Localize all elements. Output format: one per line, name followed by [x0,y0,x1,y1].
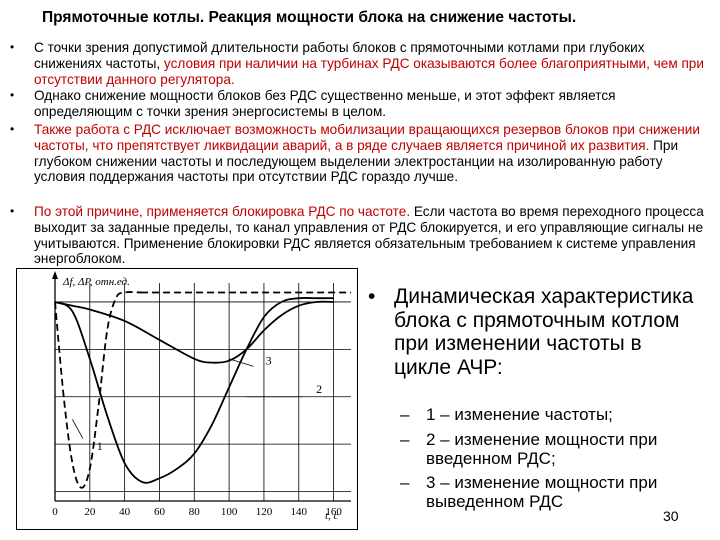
x-tick-label: 100 [221,506,238,518]
bullet-text-highlight: условия при наличии на турбинах РДС оказ… [34,55,704,87]
bullet-dot: • [10,204,15,218]
legend-dash: – [400,473,410,492]
x-tick-label: 60 [154,506,166,518]
x-tick-label: 80 [189,506,201,518]
bullet-text-highlight: Также работа с РДС исключает возможность… [34,122,700,153]
characteristic-chart: 1 2 3 0 20 40 60 80 100 120 140 160 Δf, ΔP, отн.ед… [52,271,351,522]
series-label: 3 [266,354,272,368]
slide-title: Прямоточные котлы. Реакция мощности блок… [42,9,577,26]
x-tick-label: 160 [325,506,342,518]
bullet-dot: • [10,88,15,102]
legend-dash: – [400,405,410,424]
legend-item-text: 1 – изменение частоты; [426,405,613,424]
x-tick-label: 0 [52,506,58,518]
chart-x-axis-label: t, с [325,510,339,522]
y-axis-arrow [52,271,58,279]
series-label: 1 [97,439,103,453]
bullet-text: По этой причине, применяется блокировка … [34,204,710,267]
bullet-text-plain: Если частота во время переходного процес… [34,204,704,267]
chart-y-axis-label: Δf, ΔP, отн.ед. [62,276,130,288]
bullet-text-plain: Однако снижение мощности блоков без РДС … [34,88,616,119]
series-label-leader [72,419,84,439]
x-tick-label: 20 [84,506,96,518]
legend-dash: – [400,430,410,449]
series-line-2 [54,296,334,484]
legend-item-text: 3 – изменение мощности при выведенном РД… [426,473,658,511]
chart-frame: 1 2 3 0 20 40 60 80 100 120 140 160 Δf, ΔP, отн.ед… [16,268,358,530]
legend-item-text: 2 – изменение мощности при введенном РДС… [426,430,658,468]
bullet-text: Однако снижение мощности блоков без РДС … [34,88,710,120]
chart-axes [52,271,351,502]
series-label-leader [228,358,254,367]
x-tick-label: 40 [119,506,131,518]
bullet-text: С точки зрения допустимой длительности р… [34,40,710,87]
chart-x-ticks: 0 20 40 60 80 100 120 140 160 [52,506,342,518]
page-number: 30 [663,508,679,524]
caption-bullet: • [368,285,376,308]
bullet-text-highlight: По этой причине, применяется блокировка … [34,204,411,219]
series-line-3 [54,300,334,364]
bullet-text-plain: С точки зрения допустимой длительности р… [34,40,645,71]
series-line-1 [54,291,351,489]
chart-series: 1 2 3 [54,291,351,489]
bullet-dot: • [10,40,15,54]
bullet-text: Также работа с РДС исключает возможность… [34,122,710,185]
series-label: 2 [316,382,322,396]
bullet-dot: • [10,122,15,136]
caption-text: Динамическая характеристика блока с прям… [394,285,694,379]
x-tick-label: 120 [256,506,273,518]
x-tick-label: 140 [291,506,308,518]
bullet-text-plain: При глубоком снижении частоты и последую… [34,137,679,185]
